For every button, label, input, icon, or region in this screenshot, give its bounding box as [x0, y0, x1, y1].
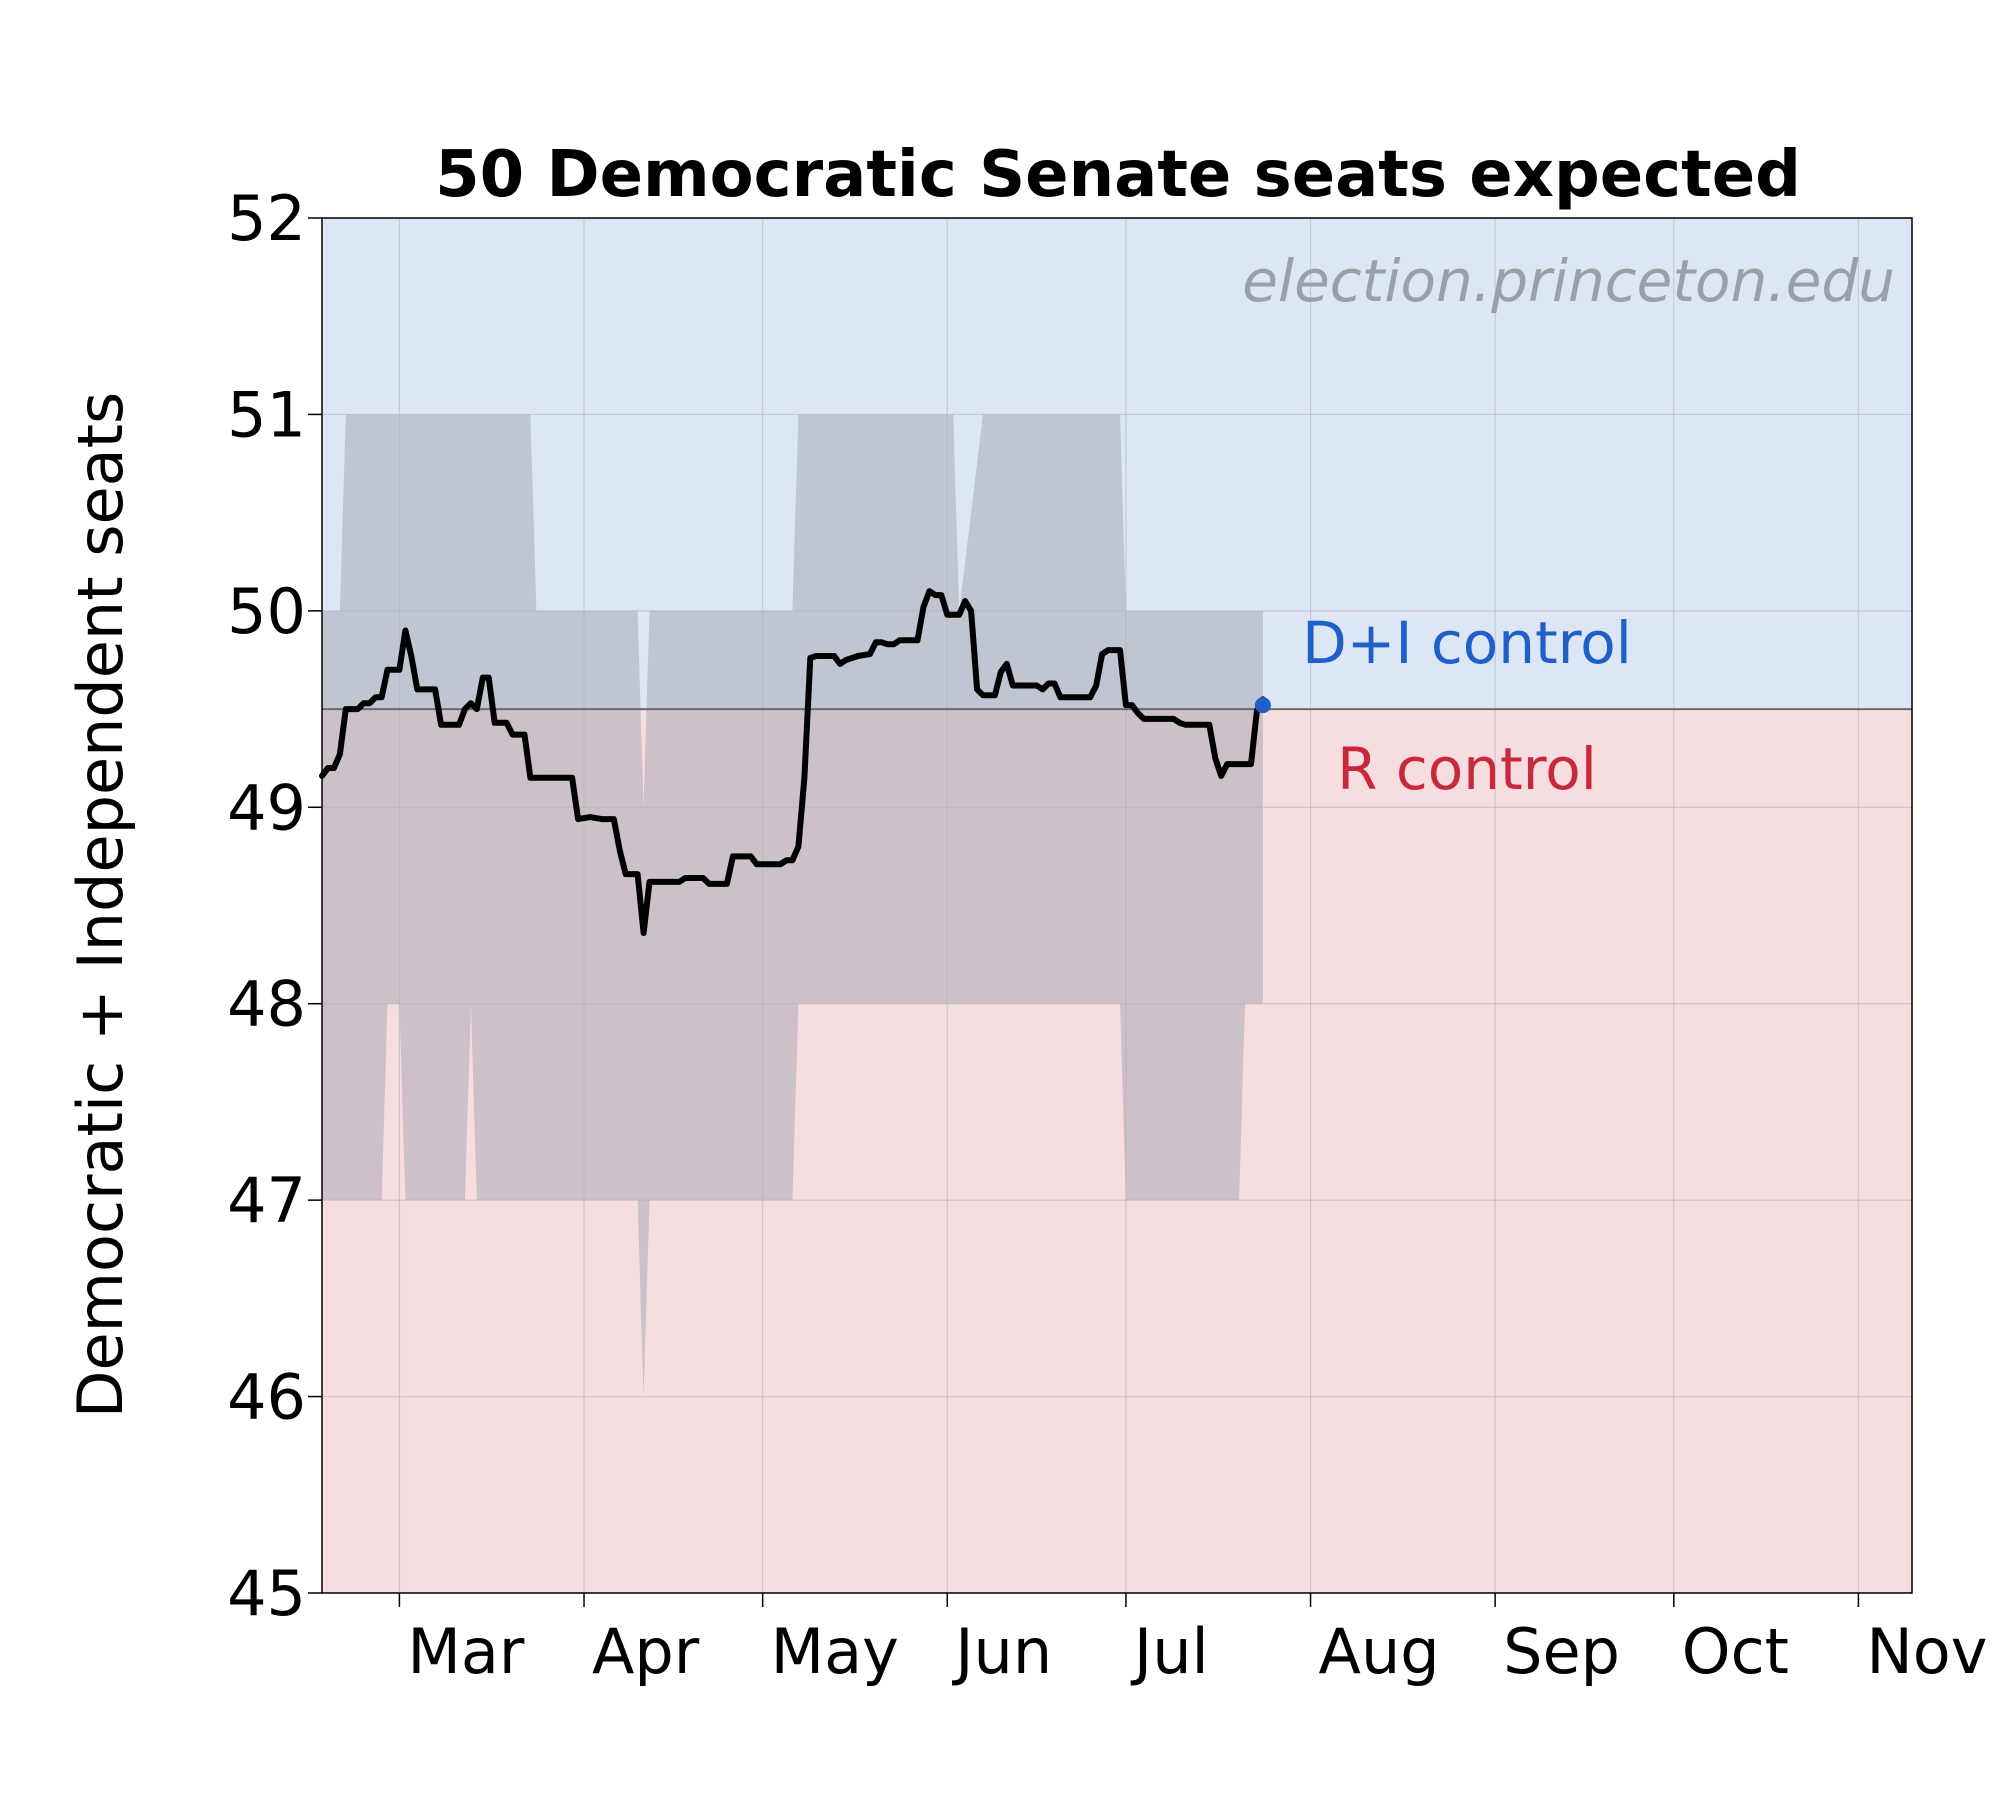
- y-tick-label: 50: [227, 575, 306, 648]
- y-tick-label: 48: [227, 968, 306, 1041]
- y-tick-label: 49: [227, 771, 306, 844]
- x-tick-label: Oct: [1682, 1615, 1789, 1688]
- x-tick-label: Apr: [592, 1615, 700, 1688]
- y-tick-label: 51: [227, 378, 306, 451]
- y-axis-label: Democratic + Independent seats: [64, 392, 137, 1419]
- y-tick-label: 47: [227, 1164, 306, 1237]
- chart-title: 50 Democratic Senate seats expected: [435, 138, 1801, 212]
- x-tick-label: Sep: [1503, 1615, 1620, 1688]
- latest-point-marker: [1255, 697, 1271, 713]
- y-tick-label: 45: [227, 1557, 306, 1630]
- d-control-label: D+I control: [1302, 609, 1632, 677]
- r-control-label: R control: [1337, 735, 1597, 803]
- y-tick-label: 52: [227, 182, 306, 255]
- x-tick-label: Nov: [1866, 1615, 1987, 1688]
- x-tick-label: Mar: [407, 1615, 524, 1688]
- x-tick-label: Aug: [1319, 1615, 1440, 1688]
- watermark-text: election.princeton.edu: [1242, 247, 1895, 315]
- x-tick-label: Jul: [1130, 1615, 1209, 1688]
- x-tick-label: May: [771, 1615, 899, 1688]
- y-tick-label: 46: [227, 1361, 306, 1434]
- x-tick-label: Jun: [951, 1615, 1052, 1688]
